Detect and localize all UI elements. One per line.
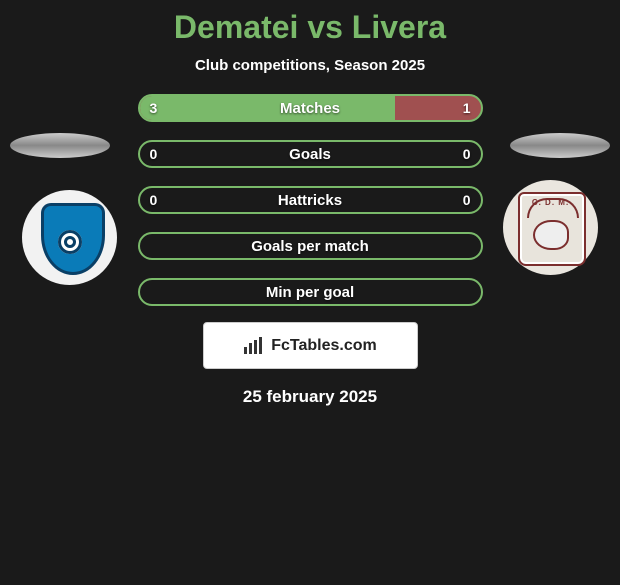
- bar-value-b: 0: [463, 188, 471, 212]
- watermark: FcTables.com: [203, 322, 418, 369]
- team-a-crest: [22, 190, 117, 285]
- bar-label: Min per goal: [140, 280, 481, 304]
- date-text: 25 february 2025: [0, 387, 620, 407]
- title-vs: vs: [307, 9, 343, 45]
- team-b-crest: C. D. M.: [503, 180, 598, 275]
- crest-right-bird: [533, 220, 569, 250]
- bar-matches: 3 Matches 1: [138, 94, 483, 122]
- right-horn-shape: [510, 133, 610, 158]
- stats-bars: 3 Matches 1 0 Goals 0 0 Hattricks 0 Goal…: [138, 94, 483, 306]
- bars-icon: [243, 337, 265, 355]
- title-team-b: Livera: [352, 9, 446, 45]
- title-team-a: Dematei: [174, 9, 299, 45]
- subtitle: Club competitions, Season 2025: [0, 57, 620, 74]
- bar-min-per-goal: Min per goal: [138, 278, 483, 306]
- root: Dematei vs Livera Club competitions, Sea…: [0, 5, 620, 585]
- bar-goals: 0 Goals 0: [138, 140, 483, 168]
- bar-label: Goals per match: [140, 234, 481, 258]
- bar-hattricks: 0 Hattricks 0: [138, 186, 483, 214]
- bar-goals-per-match: Goals per match: [138, 232, 483, 260]
- bar-label: Matches: [140, 96, 481, 120]
- bar-value-b: 1: [463, 96, 471, 120]
- bar-label: Goals: [140, 142, 481, 166]
- bar-label: Hattricks: [140, 188, 481, 212]
- bar-value-b: 0: [463, 142, 471, 166]
- crest-right-text: C. D. M.: [503, 198, 598, 207]
- watermark-text: FcTables.com: [271, 337, 377, 355]
- left-horn-shape: [10, 133, 110, 158]
- page-title: Dematei vs Livera: [0, 5, 620, 49]
